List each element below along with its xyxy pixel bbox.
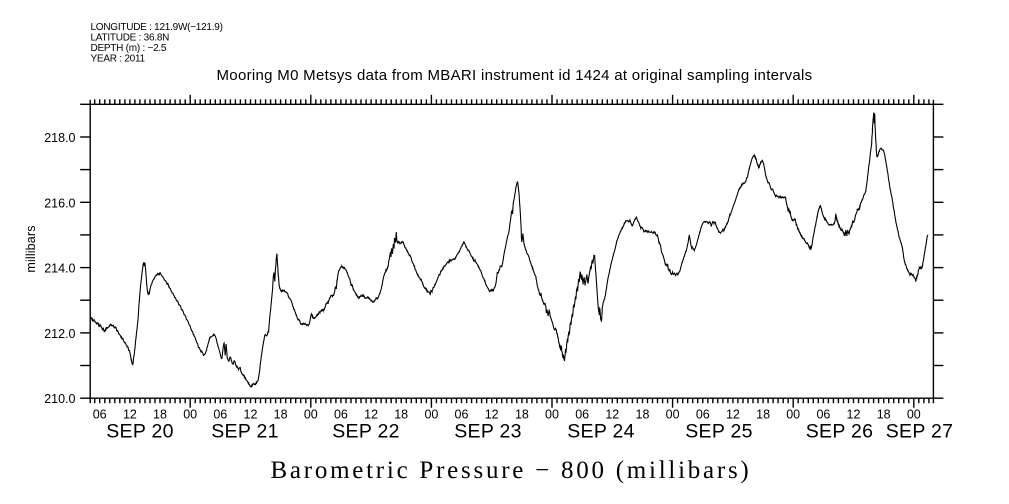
svg-text:18: 18 bbox=[394, 408, 408, 422]
svg-text:210.0: 210.0 bbox=[44, 392, 75, 406]
svg-text:00: 00 bbox=[545, 408, 559, 422]
svg-text:00: 00 bbox=[907, 408, 921, 422]
svg-text:18: 18 bbox=[515, 408, 529, 422]
svg-text:00: 00 bbox=[424, 408, 438, 422]
svg-text:12: 12 bbox=[605, 408, 619, 422]
svg-text:216.0: 216.0 bbox=[44, 196, 75, 210]
svg-text:SEP 21: SEP 21 bbox=[211, 421, 279, 443]
svg-text:LONGITUDE : 121.9W(−121.9): LONGITUDE : 121.9W(−121.9) bbox=[91, 22, 223, 33]
svg-text:12: 12 bbox=[244, 408, 258, 422]
svg-text:18: 18 bbox=[756, 408, 770, 422]
svg-text:Barometric Pressure − 800 (mil: Barometric Pressure − 800 (millibars) bbox=[270, 457, 751, 484]
svg-text:06: 06 bbox=[334, 408, 348, 422]
svg-text:06: 06 bbox=[93, 408, 107, 422]
svg-text:18: 18 bbox=[274, 408, 288, 422]
svg-text:00: 00 bbox=[666, 408, 680, 422]
svg-text:18: 18 bbox=[877, 408, 891, 422]
svg-text:06: 06 bbox=[213, 408, 227, 422]
svg-text:212.0: 212.0 bbox=[44, 327, 75, 341]
svg-text:SEP 26: SEP 26 bbox=[806, 421, 874, 443]
svg-text:LATITUDE : 36.8N: LATITUDE : 36.8N bbox=[91, 33, 170, 44]
svg-text:12: 12 bbox=[364, 408, 378, 422]
svg-text:SEP 22: SEP 22 bbox=[332, 421, 400, 443]
svg-text:YEAR : 2011: YEAR : 2011 bbox=[91, 53, 146, 64]
svg-text:18: 18 bbox=[153, 408, 167, 422]
svg-text:218.0: 218.0 bbox=[44, 131, 75, 145]
svg-text:SEP 20: SEP 20 bbox=[106, 421, 174, 443]
svg-text:DEPTH (m) : −2.5: DEPTH (m) : −2.5 bbox=[91, 43, 167, 54]
svg-text:SEP 23: SEP 23 bbox=[454, 421, 522, 443]
svg-text:12: 12 bbox=[726, 408, 740, 422]
svg-text:18: 18 bbox=[636, 408, 650, 422]
svg-text:SEP 25: SEP 25 bbox=[685, 421, 753, 443]
svg-text:millibars: millibars bbox=[24, 225, 38, 272]
svg-text:Mooring M0 Metsys data from MB: Mooring M0 Metsys data from MBARI instru… bbox=[217, 67, 813, 84]
svg-text:06: 06 bbox=[696, 408, 710, 422]
svg-text:SEP 27: SEP 27 bbox=[886, 421, 954, 443]
svg-text:214.0: 214.0 bbox=[44, 262, 75, 276]
svg-text:SEP 24: SEP 24 bbox=[567, 421, 635, 443]
svg-text:00: 00 bbox=[304, 408, 318, 422]
svg-text:12: 12 bbox=[847, 408, 861, 422]
svg-text:00: 00 bbox=[183, 408, 197, 422]
svg-text:06: 06 bbox=[575, 408, 589, 422]
svg-text:00: 00 bbox=[786, 408, 800, 422]
svg-text:12: 12 bbox=[485, 408, 499, 422]
svg-text:06: 06 bbox=[816, 408, 830, 422]
svg-text:06: 06 bbox=[455, 408, 469, 422]
svg-text:12: 12 bbox=[123, 408, 137, 422]
